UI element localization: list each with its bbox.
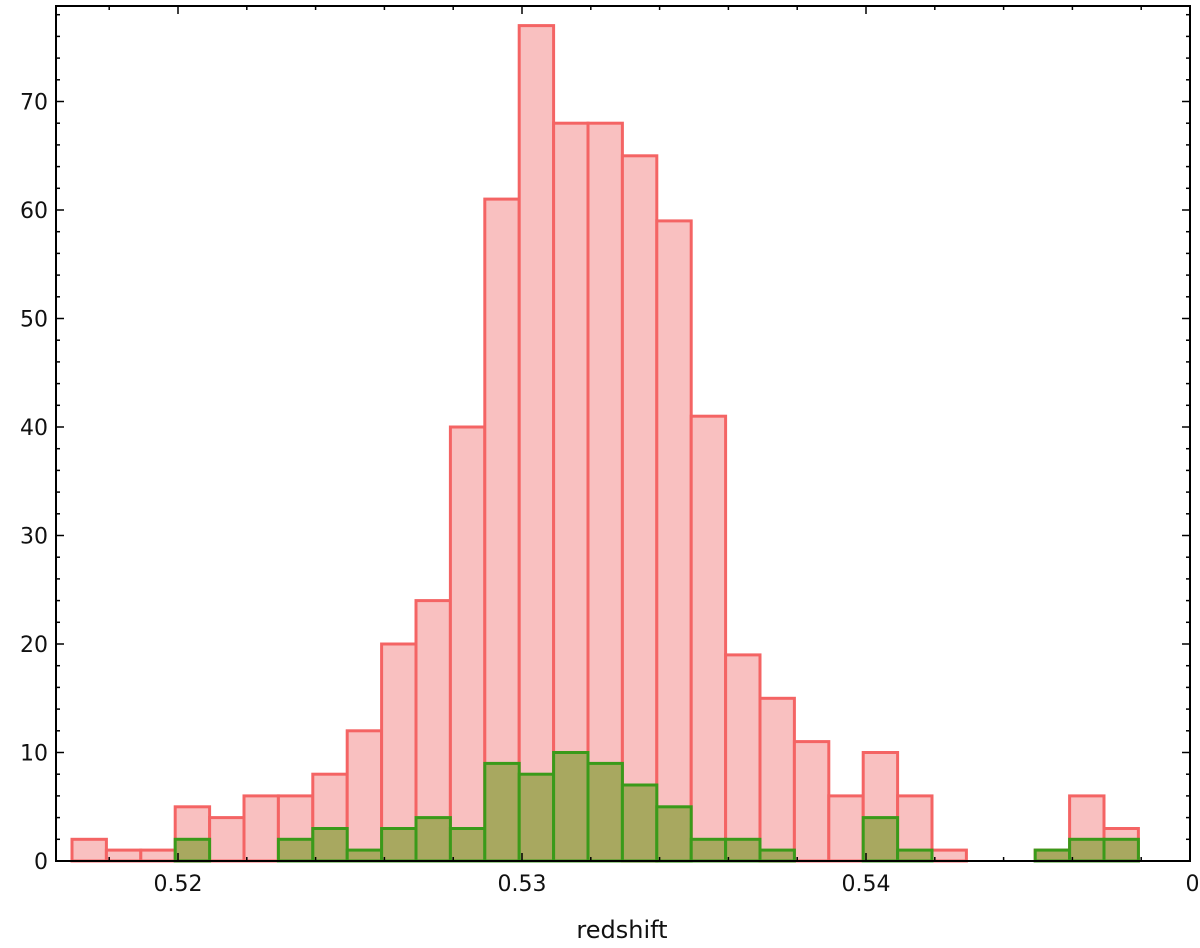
bar-all-16: [620, 154, 659, 863]
y-tick-label: 50: [20, 308, 48, 333]
y-tick-label: 20: [20, 633, 48, 658]
bar-all-13: [517, 24, 556, 863]
bar-subset-18: [1033, 848, 1072, 863]
bar-subset-20: [1102, 837, 1140, 863]
x-axis-title: redshift: [576, 916, 667, 944]
bar-subset-16: [861, 816, 900, 863]
plot-frame: [55, 5, 1191, 862]
bar-subset-9: [552, 751, 590, 863]
y-tick-label: 0: [34, 850, 48, 875]
y-tick-label: 40: [20, 416, 48, 441]
bar-subset-10: [586, 761, 624, 863]
bar-all-0: [70, 837, 108, 863]
bar-subset-5: [414, 816, 452, 863]
x-tick-label: 0.55: [1186, 872, 1200, 897]
bar-all-20: [758, 696, 796, 863]
bar-all-21: [792, 740, 831, 863]
bar-all-4: [208, 816, 246, 863]
bar-subset-0: [173, 837, 212, 863]
bar-all-25: [930, 848, 968, 863]
y-tick-label: 30: [20, 525, 48, 550]
x-tick-label: 0.53: [498, 872, 547, 897]
bar-subset-4: [380, 827, 418, 863]
bar-all-11: [448, 425, 487, 863]
bar-subset-11: [620, 783, 659, 863]
bar-subset-14: [724, 837, 762, 863]
bar-all-15: [586, 121, 624, 863]
bar-subset-19: [1068, 837, 1106, 863]
bar-subset-1: [276, 837, 315, 863]
bar-subset-13: [689, 837, 728, 863]
x-tick-label: 0.52: [154, 872, 203, 897]
bar-subset-15: [758, 848, 796, 863]
bar-all-5: [242, 794, 280, 863]
y-tick-label: 10: [20, 742, 48, 767]
bars-layer: [70, 24, 1140, 863]
bar-all-8: [345, 729, 384, 863]
bar-subset-7: [483, 761, 521, 863]
bar-subset-2: [311, 827, 349, 863]
bar-subset-8: [517, 772, 556, 863]
y-tick-label: 60: [20, 199, 48, 224]
bar-all-17: [655, 219, 693, 863]
bar-all-19: [724, 653, 762, 863]
bar-subset-12: [655, 805, 693, 863]
y-tick-label: 70: [20, 91, 48, 116]
bar-all-18: [689, 414, 728, 863]
bar-all-12: [483, 197, 521, 863]
bar-all-2: [139, 848, 177, 863]
x-tick-label: 0.54: [842, 872, 891, 897]
bar-all-14: [552, 121, 590, 863]
bar-all-1: [104, 848, 143, 863]
bar-all-22: [827, 794, 865, 863]
bar-subset-3: [345, 848, 384, 863]
bar-subset-6: [448, 827, 487, 863]
bar-subset-17: [896, 848, 934, 863]
